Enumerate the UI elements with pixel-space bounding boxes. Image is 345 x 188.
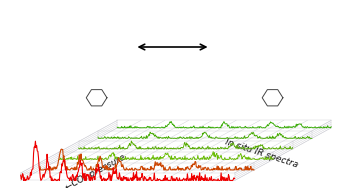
Bar xyxy=(0,0,345,100)
Text: ←CO₂ pressure: ←CO₂ pressure xyxy=(63,153,127,188)
Text: In situ IR spectra: In situ IR spectra xyxy=(224,137,299,169)
